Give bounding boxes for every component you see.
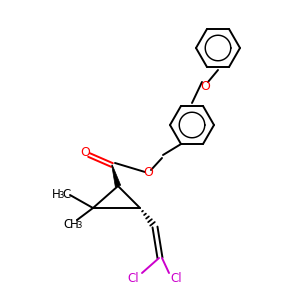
Text: C: C xyxy=(63,218,71,230)
Text: O: O xyxy=(143,166,153,178)
Text: O: O xyxy=(80,146,90,158)
Text: 3: 3 xyxy=(58,191,64,200)
Polygon shape xyxy=(112,165,121,187)
Text: H: H xyxy=(52,188,61,200)
Text: C: C xyxy=(62,188,71,200)
Text: Cl: Cl xyxy=(170,272,182,284)
Text: Cl: Cl xyxy=(127,272,139,284)
Text: 3: 3 xyxy=(76,221,82,230)
Text: O: O xyxy=(200,80,210,92)
Text: H: H xyxy=(70,218,79,230)
